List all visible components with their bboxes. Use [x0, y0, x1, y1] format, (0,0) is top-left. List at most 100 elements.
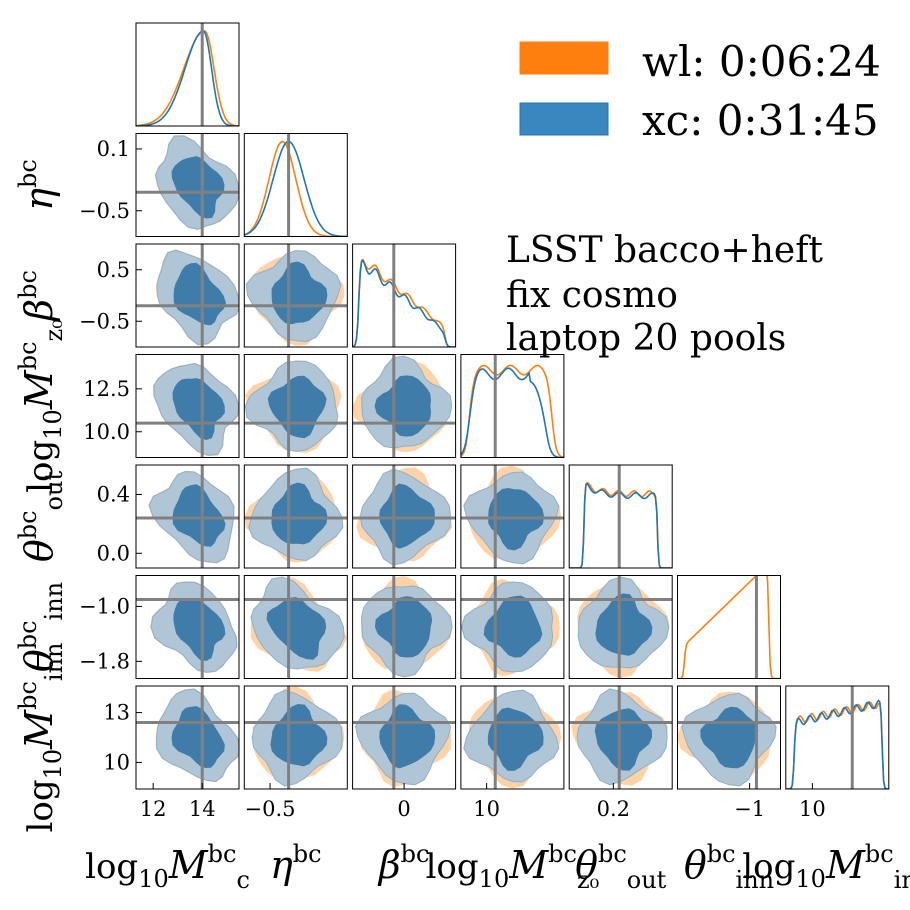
panel-content [136, 354, 239, 458]
panel-eta-Mz0 [243, 354, 348, 458]
y-axis-label-Minn-part: M [17, 709, 61, 750]
contour-xc-68 [271, 261, 328, 325]
panel-content [244, 354, 348, 458]
panel-tinn-tinn [677, 575, 781, 679]
panel-frame [243, 354, 348, 458]
x-tick-label: 10 [473, 797, 500, 821]
y-axis-label-eta-part: bc [14, 159, 42, 188]
panel-content [136, 133, 239, 237]
panel-content [352, 465, 456, 568]
panel-content [244, 575, 348, 679]
marginal-xc-Minn [785, 699, 889, 789]
x-axis-label-Mc-part: 10 [138, 865, 169, 893]
panel-content [569, 686, 673, 789]
y-axis-label-Mz0-part: z₀ [40, 319, 68, 341]
x-axis-label-Mc: log10Mbcc [85, 840, 250, 894]
x-axis-label-Mz0: log10Mbcz₀ [426, 840, 600, 894]
y-axis-label-tout-part: out [40, 471, 68, 511]
x-tick-label: 0 [397, 797, 410, 821]
contour-xc-68 [374, 375, 431, 437]
panel-frame [677, 685, 781, 790]
contour-xc-68 [266, 597, 327, 660]
panel-beta-Minn [352, 685, 457, 790]
panel-content [569, 575, 673, 679]
y-axis-label-tout-part: bc [14, 510, 42, 539]
contour-xc-68 [270, 704, 328, 767]
panel-frame [352, 464, 457, 569]
y-axis-label-eta-part: η [17, 188, 61, 211]
panel-content [352, 244, 456, 347]
panel-frame [460, 575, 565, 679]
x-axis-label-tout-part: bc [598, 840, 627, 868]
panel-Mc-Mc [135, 22, 240, 127]
panel-Mc-tout: 0.4 0.0 [97, 464, 240, 569]
marginal-xc-Mc [136, 30, 239, 126]
panel-content [136, 575, 239, 679]
y-axis-label-Mz0: log10Mbcz₀ [14, 319, 68, 493]
x-axis-label-beta: βbc [377, 840, 430, 887]
y-tick-label: −0.5 [79, 199, 130, 223]
x-axis-label-Minn: log10Mbcinn [742, 840, 910, 894]
legend-label-wl: wl: 0:06:24 [642, 37, 881, 86]
legend-swatch-xc [519, 102, 609, 136]
y-axis-label-tinn-part: bc [14, 620, 42, 649]
x-axis-label-Minn-part: bc [865, 840, 894, 868]
x-axis-label-Mc-part: c [236, 866, 249, 894]
x-axis-label-Minn-part: M [825, 843, 866, 887]
y-axis-label-Minn: log10Mbcinn [14, 643, 68, 833]
marginal-wl-eta [244, 140, 348, 237]
panel-content [460, 686, 564, 789]
panel-frame [243, 575, 348, 679]
panel-content [136, 465, 239, 568]
panel-content [352, 575, 456, 679]
y-tick-label: 0.0 [97, 541, 130, 565]
panel-beta-tinn [352, 575, 457, 679]
legend-swatch-wl [519, 41, 609, 75]
y-tick-label: −1.8 [79, 649, 130, 673]
y-tick-label: 10.0 [83, 420, 130, 444]
y-axis-label-Mz0-part: log [21, 440, 61, 493]
marginal-wl-Mc [136, 30, 239, 126]
y-tick-label: 0.4 [97, 482, 130, 506]
x-axis-label-Mc-part: bc [208, 840, 237, 868]
contour-xc-68 [173, 598, 226, 661]
x-axis-label-tinn: θbcinn [684, 840, 774, 894]
panel-frame [460, 354, 565, 458]
x-axis-label-Minn-part: 10 [795, 865, 826, 893]
y-axis-label-Mz0-part: 10 [39, 409, 67, 440]
panel-Mz0-Mz0 [460, 354, 565, 458]
marginal-wl-Minn [785, 701, 889, 789]
x-axis-label-eta-part: η [270, 843, 293, 887]
legend-label-xc: xc: 0:31:45 [642, 96, 879, 145]
annotation-line-3: laptop 20 pools [506, 318, 786, 359]
x-axis-label-tout: θbcout [575, 840, 667, 894]
panel-frame [352, 243, 457, 348]
panel-frame [135, 354, 240, 458]
panel-Mc-beta: 0.5 −0.5 [79, 243, 240, 348]
panel-content [785, 686, 889, 789]
panel-content [460, 465, 564, 568]
contour-xc-68 [171, 156, 225, 219]
panel-content [136, 244, 239, 347]
x-axis-label-Mc-part: M [168, 843, 209, 887]
panel-Mc-eta: 0.1 −0.5 [79, 133, 240, 237]
y-tick-label: −1.0 [79, 594, 130, 618]
panel-beta-Mz0 [352, 354, 457, 458]
x-axis-label-Mc-part: log [85, 847, 138, 887]
y-axis-label-Minn-part: bc [14, 681, 42, 710]
panel-content [244, 133, 348, 237]
x-axis-label-tinn-part: bc [707, 840, 736, 868]
contour-xc-68 [483, 595, 543, 658]
y-axis-label-Minn-part: 10 [39, 749, 67, 780]
panel-Mc-Mz0: 12.5 10.0 [83, 354, 240, 458]
x-tick-label: −1 [734, 797, 765, 821]
y-axis-label-beta-part: β [17, 299, 61, 323]
marginal-xc-beta [352, 258, 456, 347]
y-axis-label-tinn-part: inn [40, 582, 68, 621]
x-tick-label: 12 [140, 797, 167, 821]
legend: wl: 0:06:24 xc: 0:31:45 [519, 37, 881, 145]
marginal-wl-Mz0 [460, 364, 564, 458]
contour-xc-68 [172, 484, 226, 547]
panel-tout-Minn [568, 685, 673, 790]
